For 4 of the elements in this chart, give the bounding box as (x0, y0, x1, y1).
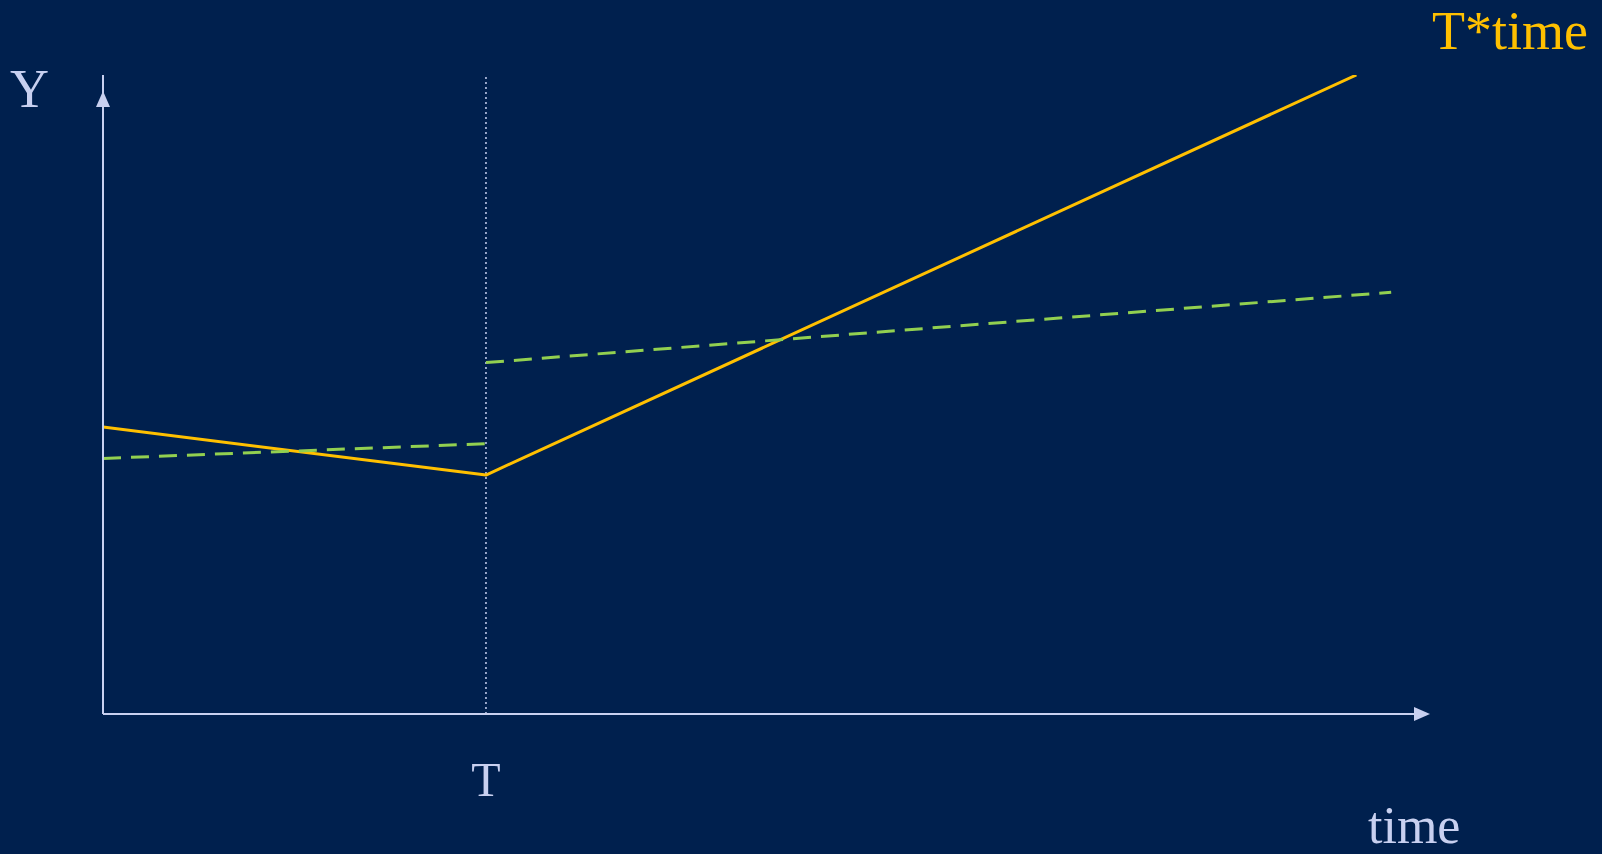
y-axis-title: Y (10, 59, 49, 119)
text: T (471, 753, 501, 807)
series-label: T*time (1432, 1, 1588, 61)
x-axis-title: time (1368, 797, 1461, 854)
